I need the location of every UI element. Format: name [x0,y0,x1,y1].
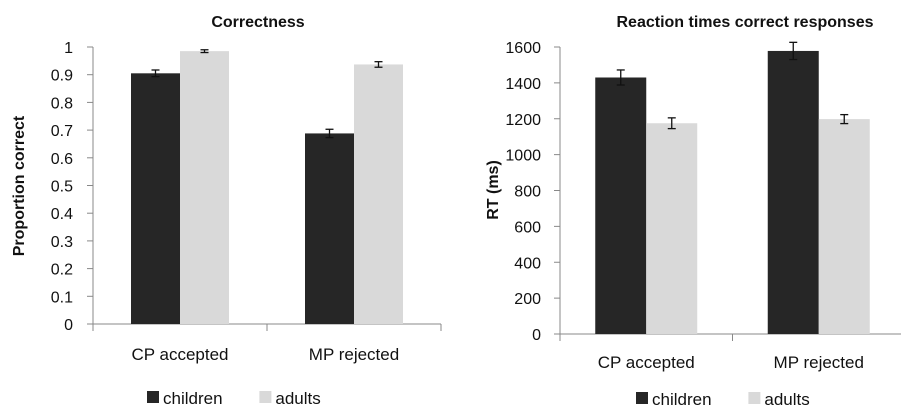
legend-swatch-children [147,391,159,403]
legend-label-children: children [652,390,712,409]
x-category-label: CP accepted [598,353,695,372]
y-tick-label: 1000 [505,148,541,165]
x-category-label: MP rejected [774,353,864,372]
y-tick-label: 0.2 [51,262,73,279]
y-axis-label: Proportion correct [11,115,28,256]
x-category-label: CP accepted [131,345,228,364]
bar-children [767,50,819,334]
y-tick-label: 200 [514,291,541,308]
bar-adults [354,64,403,325]
y-tick-label: 1200 [505,112,541,129]
y-tick-label: 0 [532,327,541,344]
y-tick-label: 1400 [505,76,541,93]
y-tick-label: 1600 [505,40,541,57]
y-tick-label: 0.6 [51,151,73,168]
bar-children [131,73,180,324]
y-tick-label: 0 [64,317,73,334]
y-tick-label: 800 [514,184,541,201]
y-axis-label: RT (ms) [485,160,502,220]
y-tick-label: 0.9 [51,68,73,85]
legend-swatch-adults [748,392,761,404]
y-tick-label: 0.5 [51,179,73,196]
bar-adults [180,51,229,324]
bar-children [305,133,354,324]
legend-label-adults: adults [764,390,809,409]
legend-label-adults: adults [275,389,320,408]
chart-reaction-times: Reaction times correct responses RT (ms) 0… [485,14,901,409]
y-tick-label: 600 [514,219,541,236]
chart-correctness: Correctness Proportion correct 0 0.1 0.2 0.3 0… [11,14,442,408]
bar-adults [646,123,698,334]
bar-children [595,77,647,335]
y-tick-label: 1 [64,40,73,57]
legend-swatch-adults [259,391,272,403]
y-tick-label: 0.4 [51,206,73,223]
legend-swatch-children [636,392,648,404]
y-tick-label: 400 [514,255,541,272]
y-tick-label: 0.3 [51,234,73,251]
y-tick-label: 0.1 [51,289,73,306]
chart-title: Reaction times correct responses [617,14,874,31]
bar-adults [818,119,870,334]
y-tick-label: 0.8 [51,95,73,112]
y-tick-label: 0.7 [51,123,73,140]
legend-label-children: children [163,389,223,408]
chart-title: Correctness [211,14,304,31]
x-category-label: MP rejected [309,345,399,364]
